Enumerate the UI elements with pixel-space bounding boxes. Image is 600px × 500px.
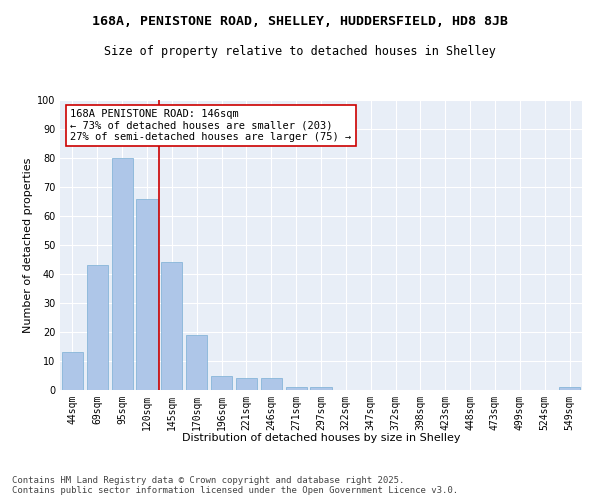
Bar [161,262,182,390]
Bar [186,335,207,390]
Bar [559,387,580,390]
Bar [211,376,232,390]
Text: 168A, PENISTONE ROAD, SHELLEY, HUDDERSFIELD, HD8 8JB: 168A, PENISTONE ROAD, SHELLEY, HUDDERSFI… [92,15,508,28]
Bar [62,352,83,390]
Text: Size of property relative to detached houses in Shelley: Size of property relative to detached ho… [104,45,496,58]
Bar [112,158,133,390]
Bar [87,266,108,390]
Bar [236,378,257,390]
Bar [261,378,282,390]
Bar [286,387,307,390]
Y-axis label: Number of detached properties: Number of detached properties [23,158,32,332]
Text: Contains HM Land Registry data © Crown copyright and database right 2025.
Contai: Contains HM Land Registry data © Crown c… [12,476,458,495]
Bar [310,387,332,390]
Text: 168A PENISTONE ROAD: 146sqm
← 73% of detached houses are smaller (203)
27% of se: 168A PENISTONE ROAD: 146sqm ← 73% of det… [70,108,352,142]
X-axis label: Distribution of detached houses by size in Shelley: Distribution of detached houses by size … [182,433,460,443]
Bar [136,198,158,390]
